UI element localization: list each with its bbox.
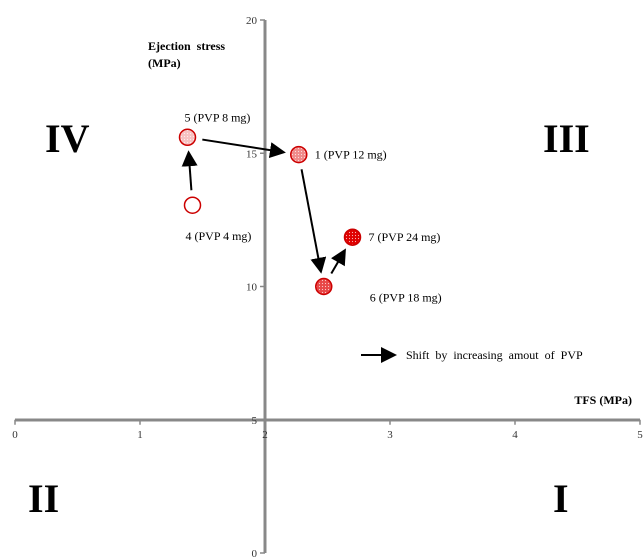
shift-arrow bbox=[181, 150, 198, 191]
y-tick-label: 5 bbox=[252, 415, 258, 427]
point-label: 7 (PVP 24 mg) bbox=[369, 230, 441, 244]
data-point-texture bbox=[180, 130, 195, 145]
y-tick-label: 15 bbox=[246, 148, 258, 160]
x-tick-label: 2 bbox=[262, 429, 268, 441]
point-label: 1 (PVP 12 mg) bbox=[315, 148, 387, 162]
y-tick-group: 0 5 10 15 20 bbox=[246, 15, 265, 558]
x-tick-label: 3 bbox=[387, 429, 393, 441]
quadrant-label-iii: III bbox=[543, 116, 590, 161]
y-tick-label: 0 bbox=[252, 548, 258, 558]
point-label: 6 (PVP 18 mg) bbox=[370, 291, 442, 305]
quadrant-label-ii: II bbox=[28, 476, 59, 521]
data-point-texture bbox=[345, 230, 360, 245]
y-tick-label: 20 bbox=[246, 15, 258, 27]
y-tick-label: 10 bbox=[246, 282, 258, 294]
data-point-texture bbox=[185, 198, 200, 213]
point-label-group: 4 (PVP 4 mg) 5 (PVP 8 mg) 1 (PVP 12 mg) 6 (… bbox=[185, 110, 442, 304]
data-point-texture bbox=[291, 147, 306, 162]
x-axis-title: TFS (MPa) bbox=[574, 393, 632, 407]
shift-arrow bbox=[202, 138, 286, 159]
y-axis-title-line2: (MPa) bbox=[148, 56, 181, 70]
quadrant-label-iv: IV bbox=[45, 116, 90, 161]
x-tick-label: 4 bbox=[512, 429, 518, 441]
shift-arrow bbox=[300, 169, 327, 274]
quadrant-label-i: I bbox=[553, 476, 569, 521]
point-group bbox=[178, 128, 362, 296]
legend: Shift by increasing amout of PVP bbox=[361, 347, 583, 363]
data-point-texture bbox=[316, 279, 331, 294]
x-tick-group: 0 1 2 3 4 5 bbox=[12, 419, 643, 441]
legend-text: Shift by increasing amout of PVP bbox=[406, 348, 583, 362]
point-label: 5 (PVP 8 mg) bbox=[185, 110, 251, 124]
x-tick-label: 0 bbox=[12, 429, 18, 441]
point-label: 4 (PVP 4 mg) bbox=[186, 229, 252, 243]
x-tick-label: 5 bbox=[637, 429, 643, 441]
x-tick-label: 1 bbox=[137, 429, 143, 441]
arrow-group bbox=[181, 138, 346, 275]
shift-arrow bbox=[330, 248, 346, 275]
y-axis-title-line1: Ejection stress bbox=[148, 39, 225, 53]
